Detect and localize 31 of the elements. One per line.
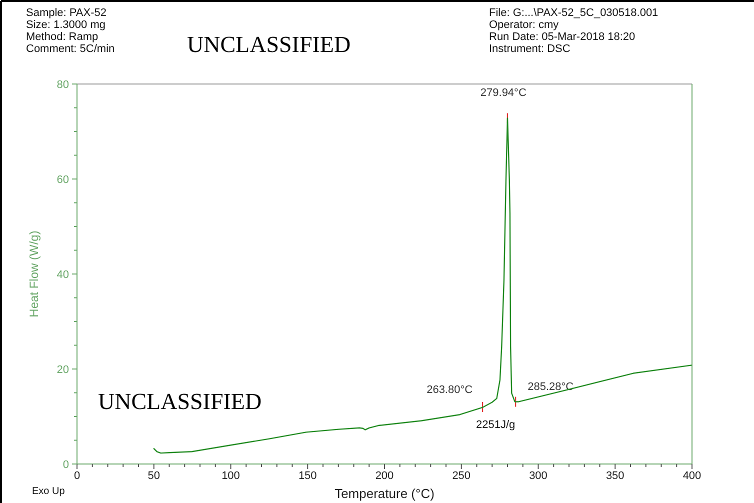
text: Size: 1.3000 mg [26, 19, 106, 31]
x-tick-label: 300 [529, 470, 548, 482]
y-axis-title: Heat Flow (W/g) [27, 230, 41, 318]
x-axis-title: Temperature (°C) [334, 486, 434, 501]
annotation: UNCLASSIFIED [98, 389, 262, 414]
text: Instrument: DSC [489, 43, 570, 55]
y-tick-label: 80 [56, 79, 69, 91]
text: UNCLASSIFIED [187, 32, 351, 57]
x-tick-label: 400 [682, 470, 702, 482]
text: Method: Ramp [26, 31, 98, 43]
x-tick-label: 250 [452, 470, 471, 482]
x-tick-label: 0 [74, 470, 80, 482]
y-tick-label: 40 [56, 269, 69, 281]
text: Comment: 5C/min [26, 43, 115, 55]
x-tick-label: 350 [606, 470, 624, 482]
y-tick-label: 60 [56, 174, 69, 186]
annotation: 279.94°C [480, 87, 526, 100]
x-tick-label: 50 [148, 470, 160, 482]
x-tick-label: 200 [375, 470, 394, 482]
annotation: 263.80°C [426, 384, 473, 396]
text: Exo Up [32, 486, 66, 497]
y-tick-label: 20 [56, 364, 69, 376]
text: Run Date: 05-Mar-2018 18:20 [489, 31, 636, 43]
y-tick-label: 0 [62, 459, 69, 471]
x-tick-label: 100 [222, 470, 240, 482]
annotation: 285.28°C [528, 380, 574, 393]
x-tick-label: 150 [298, 470, 317, 482]
text: Sample: PAX-52 [26, 7, 107, 19]
annotation: 2251J/g [476, 419, 516, 431]
text: Operator: cmy [489, 19, 560, 31]
text: File: G:...\PAX-52_5C_030518.001 [489, 7, 658, 19]
